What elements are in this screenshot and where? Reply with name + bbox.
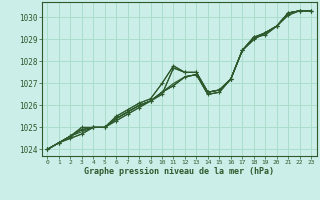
X-axis label: Graphe pression niveau de la mer (hPa): Graphe pression niveau de la mer (hPa): [84, 167, 274, 176]
